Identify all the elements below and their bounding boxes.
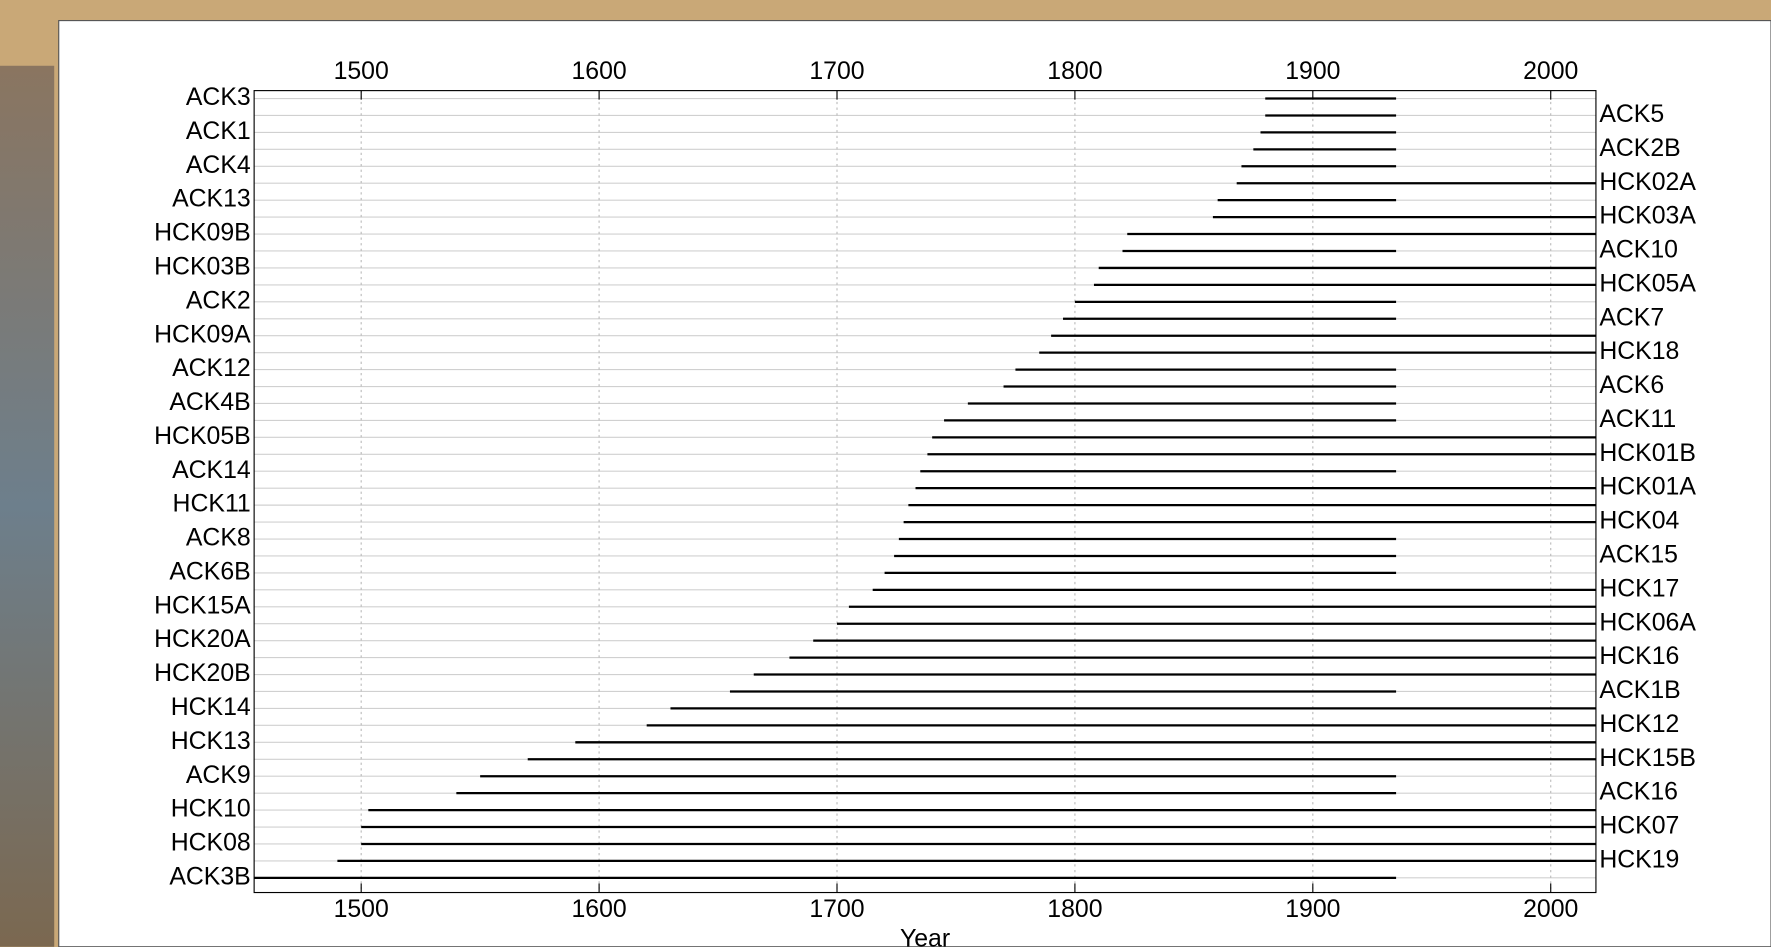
x-tick-label: 1900: [1285, 896, 1340, 923]
x-tick-label: 1800: [1047, 58, 1102, 85]
series-label: ACK2B: [1599, 135, 1680, 162]
series-label: HCK05A: [1599, 270, 1696, 297]
series-label: ACK2: [186, 287, 251, 314]
side-image: [0, 65, 55, 947]
series-label: HCK20B: [154, 660, 251, 687]
series-label: HCK16: [1599, 643, 1679, 670]
series-label: HCK03B: [154, 254, 251, 281]
series-label: HCK06A: [1599, 609, 1696, 636]
figure-panel: [58, 20, 1771, 947]
series-label: ACK11: [1599, 406, 1676, 433]
series-label: ACK4B: [169, 389, 250, 416]
series-label: HCK01A: [1599, 474, 1696, 501]
x-axis-label: Year: [900, 926, 950, 947]
series-label: ACK3B: [169, 863, 250, 890]
series-label: ACK16: [1599, 779, 1678, 806]
series-label: ACK1B: [1599, 677, 1680, 704]
x-tick-label: 1500: [334, 58, 389, 85]
series-label: ACK9: [186, 762, 251, 789]
series-label: HCK15A: [154, 592, 251, 619]
series-label: HCK14: [171, 694, 251, 721]
series-label: ACK6: [1599, 372, 1664, 399]
x-tick-label: 2000: [1523, 896, 1578, 923]
x-tick-label: 1800: [1047, 896, 1102, 923]
series-label: ACK13: [172, 186, 251, 213]
series-label: ACK4: [186, 152, 251, 179]
series-label: ACK5: [1599, 101, 1664, 128]
series-label: HCK05B: [154, 423, 251, 450]
x-tick-label: 1500: [334, 896, 389, 923]
series-label: ACK6B: [169, 558, 250, 585]
series-label: HCK08: [171, 830, 251, 857]
series-label: HCK07: [1599, 813, 1679, 840]
x-tick-label: 2000: [1523, 58, 1578, 85]
series-label: HCK19: [1599, 846, 1679, 873]
series-label: HCK12: [1599, 711, 1679, 738]
x-tick-label: 1700: [809, 896, 864, 923]
series-label: HCK10: [171, 796, 251, 823]
series-label: ACK12: [172, 355, 251, 382]
series-label: ACK1: [186, 118, 251, 145]
series-label: ACK7: [1599, 304, 1664, 331]
series-label: ACK10: [1599, 237, 1678, 264]
plot-frame: [253, 90, 1597, 894]
x-tick-label: 1700: [809, 58, 864, 85]
series-label: HCK09B: [154, 220, 251, 247]
series-label: HCK17: [1599, 575, 1679, 602]
series-label: HCK09A: [154, 321, 251, 348]
x-tick-label: 1900: [1285, 58, 1340, 85]
x-tick-label: 1600: [571, 896, 626, 923]
series-label: HCK04: [1599, 508, 1679, 535]
series-label: HCK15B: [1599, 745, 1696, 772]
series-label: HCK13: [171, 728, 251, 755]
series-label: HCK20A: [154, 626, 251, 653]
x-tick-label: 1600: [571, 58, 626, 85]
series-label: HCK01B: [1599, 440, 1696, 467]
plot: 1500 1500 1600 1600 1700 1700 1800 1800 1900 1900…: [154, 58, 1696, 923]
series-label: ACK14: [172, 457, 251, 484]
series-label: ACK8: [186, 525, 251, 552]
series-label: ACK15: [1599, 542, 1678, 569]
series-label: ACK3: [186, 84, 251, 111]
series-label: HCK11: [173, 491, 251, 518]
series-label: HCK03A: [1599, 203, 1696, 230]
series-label: HCK18: [1599, 338, 1679, 365]
series-label: HCK02A: [1599, 169, 1696, 196]
